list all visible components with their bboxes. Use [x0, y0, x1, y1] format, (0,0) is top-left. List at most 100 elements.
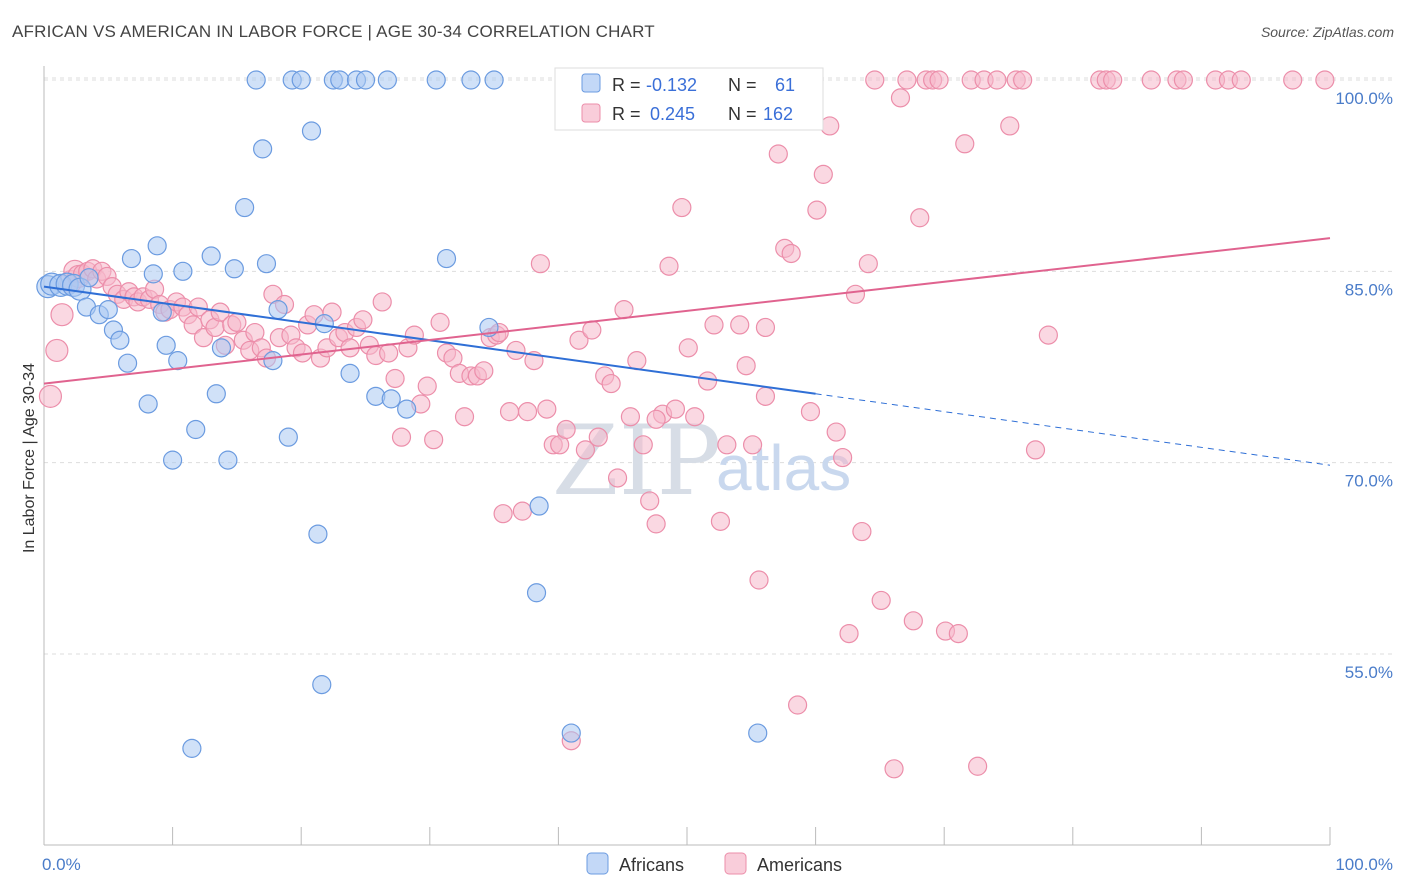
x-tick-label-start: 0.0%: [42, 855, 81, 874]
africans-trend-extension: [815, 393, 1331, 466]
americans-point: [1173, 70, 1193, 90]
americans-point: [736, 356, 756, 376]
americans-point: [697, 371, 718, 391]
africans-point: [201, 246, 221, 266]
americans-point: [569, 330, 589, 350]
americans-point: [1283, 70, 1303, 90]
legend-africans-n-value: 61: [775, 75, 795, 95]
africans-point: [330, 70, 350, 90]
americans-point: [858, 254, 878, 274]
americans-point: [749, 570, 769, 590]
americans-point: [620, 407, 641, 427]
americans-point: [742, 435, 763, 455]
americans-point: [499, 402, 520, 422]
americans-point: [627, 351, 647, 371]
americans-point: [607, 468, 628, 488]
africans-point: [206, 384, 226, 404]
x-tick-label-end: 100.0%: [1335, 855, 1393, 874]
africans-point: [98, 300, 118, 320]
americans-point: [890, 88, 911, 108]
source-credit: Source: ZipAtlas.com: [1260, 24, 1394, 40]
americans-trend-line: [43, 237, 1331, 385]
americans-point: [852, 521, 872, 542]
africans-point: [268, 300, 288, 320]
legend-americans-r-value: 0.245: [650, 104, 695, 124]
africans-point: [561, 723, 581, 743]
legend-africans-n-label: N =: [728, 75, 757, 95]
americans-point: [826, 422, 846, 442]
legend-americans-n-value: 162: [763, 104, 793, 124]
americans-point: [1141, 70, 1161, 90]
americans-point: [845, 284, 866, 304]
legend-americans-swatch: [581, 103, 601, 123]
correlation-legend: R = -0.132 N = 61 R = 0.245 N = 162: [554, 67, 824, 131]
americans-point: [659, 256, 679, 276]
americans-point: [678, 338, 698, 358]
americans-point: [430, 312, 450, 332]
y-tick-label: 100.0%: [1335, 89, 1393, 108]
legend-africans-r-value: -0.132: [646, 75, 697, 95]
americans-point: [781, 243, 801, 264]
trend-lines: [43, 237, 1331, 466]
americans-point: [372, 292, 392, 312]
americans-point: [955, 134, 975, 154]
bottom-legend-americans-label: Americans: [757, 855, 842, 875]
bottom-legend-americans-swatch: [724, 852, 747, 875]
americans-point: [968, 756, 988, 776]
africans-point: [340, 363, 360, 383]
americans-point: [755, 386, 776, 406]
africans-point: [186, 419, 206, 440]
americans-point: [424, 430, 444, 450]
africans-points: [36, 70, 768, 758]
africans-point: [218, 450, 238, 470]
americans-point: [884, 759, 904, 779]
americans-point: [556, 419, 576, 440]
africans-point: [224, 259, 244, 279]
americans-point: [787, 695, 808, 715]
legend-africans-swatch: [581, 73, 601, 93]
americans-point: [865, 70, 885, 90]
americans-point: [987, 70, 1007, 90]
africans-point: [143, 264, 163, 284]
africans-point: [436, 248, 457, 269]
africans-point: [182, 738, 202, 758]
africans-point: [461, 70, 481, 90]
americans-point: [704, 315, 724, 335]
africans-point: [263, 351, 283, 371]
americans-point: [929, 70, 949, 90]
americans-point: [227, 312, 247, 332]
americans-point: [50, 303, 74, 327]
africans-point: [163, 450, 183, 470]
americans-point: [640, 491, 660, 511]
africans-point: [529, 496, 549, 516]
bottom-legend-africans-swatch: [586, 852, 609, 875]
africans-point: [121, 248, 142, 269]
africans-point: [484, 70, 504, 90]
americans-point: [1315, 70, 1335, 90]
americans-point: [813, 164, 833, 184]
americans-point: [665, 399, 686, 419]
africans-point: [381, 389, 401, 409]
grid-lines: [44, 77, 1392, 655]
africans-point: [278, 427, 298, 447]
africans-point: [235, 197, 255, 218]
africans-point: [253, 139, 273, 159]
y-axis-title: In Labor Force | Age 30-34: [21, 363, 38, 553]
americans-point: [537, 399, 557, 419]
americans-point: [385, 368, 405, 389]
americans-point: [417, 376, 437, 396]
americans-point: [530, 254, 550, 274]
americans-point: [588, 427, 608, 447]
watermark: ZIP atlas: [552, 405, 851, 517]
americans-point: [45, 338, 69, 363]
x-tick-labels: 0.0% 100.0%: [42, 855, 1393, 874]
americans-point: [903, 611, 923, 631]
africans-point: [748, 723, 768, 743]
y-tick-label: 55.0%: [1345, 663, 1393, 682]
americans-point: [672, 197, 692, 218]
americans-point: [871, 590, 891, 611]
americans-point: [948, 623, 968, 644]
americans-point: [1103, 70, 1123, 90]
americans-point: [1013, 70, 1033, 90]
